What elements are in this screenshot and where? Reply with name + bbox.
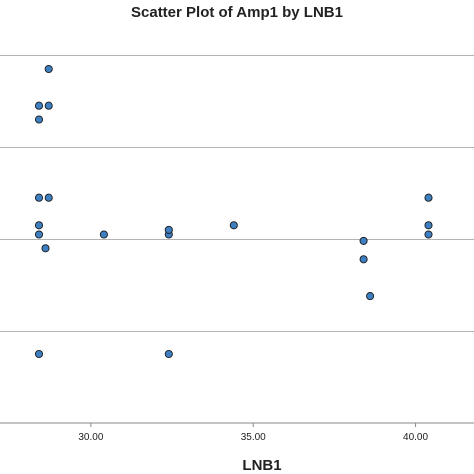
scatter-point [44, 64, 53, 74]
scatter-point [366, 292, 375, 301]
scatter-point [44, 193, 53, 202]
scatter-point [164, 225, 173, 234]
x-tick-labels: 30.00 35.00 40.00 [78, 423, 429, 443]
x-tick-label: 40.00 [403, 432, 428, 443]
scatter-point [34, 193, 44, 202]
scatter-point [229, 221, 238, 230]
x-tick-label: 35.00 [241, 432, 266, 443]
scatter-point [44, 101, 53, 110]
scatter-point [34, 221, 44, 230]
scatter-point [359, 255, 368, 264]
scatter-point [34, 230, 44, 239]
scatter-point [164, 349, 173, 359]
x-tick-label: 30.00 [78, 432, 103, 443]
chart-title: Scatter Plot of Amp1 by LNB1 [131, 4, 343, 21]
scatter-point [359, 236, 368, 245]
data-points [34, 64, 433, 359]
scatter-point [41, 244, 50, 253]
scatter-point [34, 101, 44, 110]
scatter-point [424, 221, 433, 230]
x-axis-label: LNB1 [242, 457, 281, 474]
scatter-point [34, 349, 44, 359]
scatter-point [34, 115, 44, 124]
scatter-point [424, 230, 433, 239]
scatter-point [99, 230, 108, 239]
scatter-point [424, 193, 433, 202]
gridlines [0, 55, 474, 332]
